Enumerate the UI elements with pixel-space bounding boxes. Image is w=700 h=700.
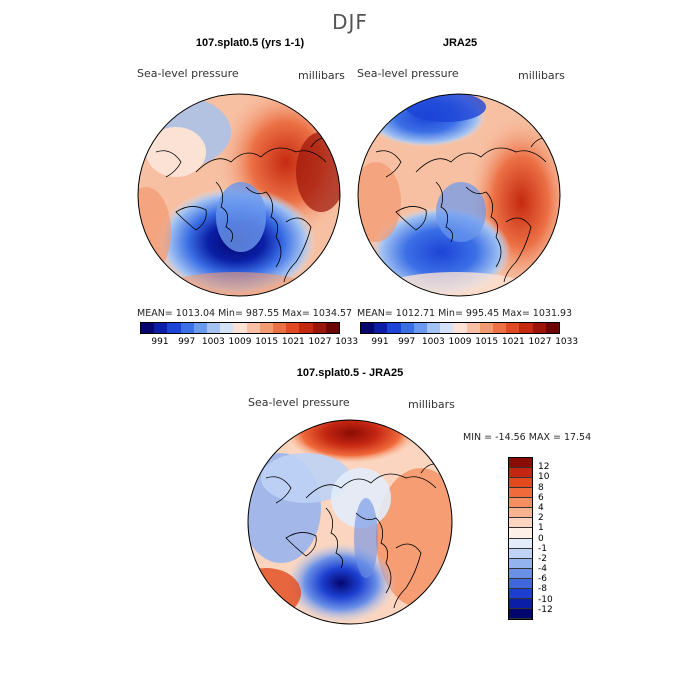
colorbar-swatch: [509, 458, 532, 469]
colorbar-swatch: [207, 323, 221, 333]
diff-polar-map: [247, 419, 453, 625]
panel2-stats: MEAN= 1012.71 Min= 995.45 Max= 1031.93: [357, 308, 573, 319]
colorbar-swatch: [509, 588, 532, 599]
colorbar-swatch: [233, 323, 247, 333]
colorbar-swatch: [509, 478, 532, 489]
colorbar-tick-label: 12: [538, 462, 550, 473]
colorbar-swatch: [325, 323, 340, 333]
panel2-polar-map: [357, 93, 561, 297]
colorbar-swatch: [427, 323, 441, 333]
colorbar-tick-label: 1015: [475, 337, 499, 347]
colorbar-tick-label: 8: [538, 482, 544, 493]
diff-stats: MIN = -14.56 MAX = 17.54: [463, 432, 592, 443]
colorbar-swatch: [220, 323, 234, 333]
panel2-title: JRA25: [442, 37, 478, 49]
colorbar-swatch: [493, 323, 507, 333]
panel1-polar-map: [137, 93, 341, 297]
colorbar-tick-label: 1021: [281, 337, 305, 347]
colorbar-tick-label: 6: [538, 492, 544, 503]
panel1-colorbar: 991 997 1003 1009 1015 1021 1027 1033: [140, 322, 358, 347]
colorbar-tick-label: 4: [538, 502, 544, 513]
colorbar-swatch: [509, 468, 532, 479]
colorbar-swatch: [509, 608, 532, 619]
panel1-variable-label: Sea-level pressure: [137, 67, 239, 80]
colorbar-swatch: [193, 323, 208, 333]
panel1-title: 107.splat0.5 (yrs 1-1): [195, 37, 305, 49]
colorbar-swatch: [509, 528, 532, 539]
colorbar-swatch: [387, 323, 401, 333]
colorbar-tick-label: 1003: [201, 337, 225, 347]
colorbar-tick-label: 1027: [528, 337, 552, 347]
colorbar-tick-label: 1027: [308, 337, 332, 347]
panel1-stats: MEAN= 1013.04 Min= 987.55 Max= 1034.57: [137, 308, 353, 319]
diff-title: 107.splat0.5 - JRA25: [296, 367, 404, 379]
colorbar-swatch: [141, 323, 155, 333]
colorbar-swatch: [374, 323, 388, 333]
colorbar-swatch: [299, 323, 313, 333]
colorbar-swatch: [286, 323, 300, 333]
colorbar-swatch: [440, 323, 454, 333]
colorbar-swatch: [361, 323, 375, 333]
colorbar-tick-label: 1015: [255, 337, 279, 347]
colorbar-swatch: [259, 323, 274, 333]
season-title: DJF: [332, 10, 368, 34]
colorbar-swatch: [509, 508, 532, 519]
colorbar-tick-label: 1033: [555, 337, 579, 347]
panel2-colorbar: 991 997 1003 1009 1015 1021 1027 1033: [360, 322, 578, 347]
colorbar-swatch: [154, 323, 168, 333]
colorbar-swatch: [167, 323, 181, 333]
colorbar-tick-label: 0: [538, 533, 544, 544]
colorbar-tick-label: -10: [538, 594, 553, 605]
colorbar-tick-label: 10: [538, 472, 550, 483]
colorbar-swatch: [312, 323, 326, 333]
colorbar-tick-label: -2: [538, 553, 547, 564]
colorbar-tick-label: -4: [538, 564, 547, 575]
colorbar-swatch: [509, 538, 532, 549]
colorbar-tick-label: 2: [538, 513, 544, 524]
colorbar-swatch: [509, 488, 532, 499]
colorbar-swatch: [246, 323, 260, 333]
colorbar-swatch: [509, 598, 532, 609]
colorbar-swatch: [519, 323, 533, 333]
colorbar-tick-label: 997: [178, 337, 196, 347]
colorbar-swatch: [509, 568, 532, 579]
colorbar-swatch: [509, 518, 532, 529]
colorbar-tick-label: 1009: [448, 337, 472, 347]
colorbar-tick-label: -12: [538, 604, 553, 615]
panel2-units-label: millibars: [518, 69, 565, 82]
panel1-units-label: millibars: [298, 69, 345, 82]
colorbar-swatch: [545, 323, 560, 333]
colorbar-tick-label: 991: [371, 337, 389, 347]
colorbar-swatch: [413, 323, 428, 333]
colorbar-swatch: [506, 323, 520, 333]
colorbar-tick-label: 1021: [501, 337, 525, 347]
colorbar-tick-label: -6: [538, 574, 547, 585]
colorbar-swatch: [400, 323, 414, 333]
colorbar-tick-label: -1: [538, 543, 547, 554]
colorbar-tick-label: 1009: [228, 337, 252, 347]
colorbar-tick-label: 991: [151, 337, 169, 347]
colorbar-swatch: [453, 323, 467, 333]
colorbar-swatch: [180, 323, 194, 333]
colorbar-swatch: [509, 498, 532, 509]
colorbar-swatch: [273, 323, 287, 333]
panel2-variable-label: Sea-level pressure: [357, 67, 459, 80]
colorbar-swatch: [509, 558, 532, 569]
colorbar-tick-label: 1033: [335, 337, 359, 347]
colorbar-tick-label: 997: [398, 337, 416, 347]
diff-colorbar: 12 10 8 6 4 2 1 0 -1 -2 -4 -6 -8 -10 -12: [508, 457, 553, 620]
colorbar-swatch: [509, 548, 532, 559]
colorbar-tick-label: -8: [538, 584, 547, 595]
diff-units-label: millibars: [408, 398, 455, 411]
colorbar-swatch: [532, 323, 546, 333]
colorbar-tick-label: 1: [538, 523, 544, 534]
colorbar-swatch: [466, 323, 480, 333]
colorbar-swatch: [479, 323, 494, 333]
diff-variable-label: Sea-level pressure: [248, 396, 350, 409]
colorbar-tick-label: 1003: [421, 337, 445, 347]
colorbar-swatch: [509, 578, 532, 589]
